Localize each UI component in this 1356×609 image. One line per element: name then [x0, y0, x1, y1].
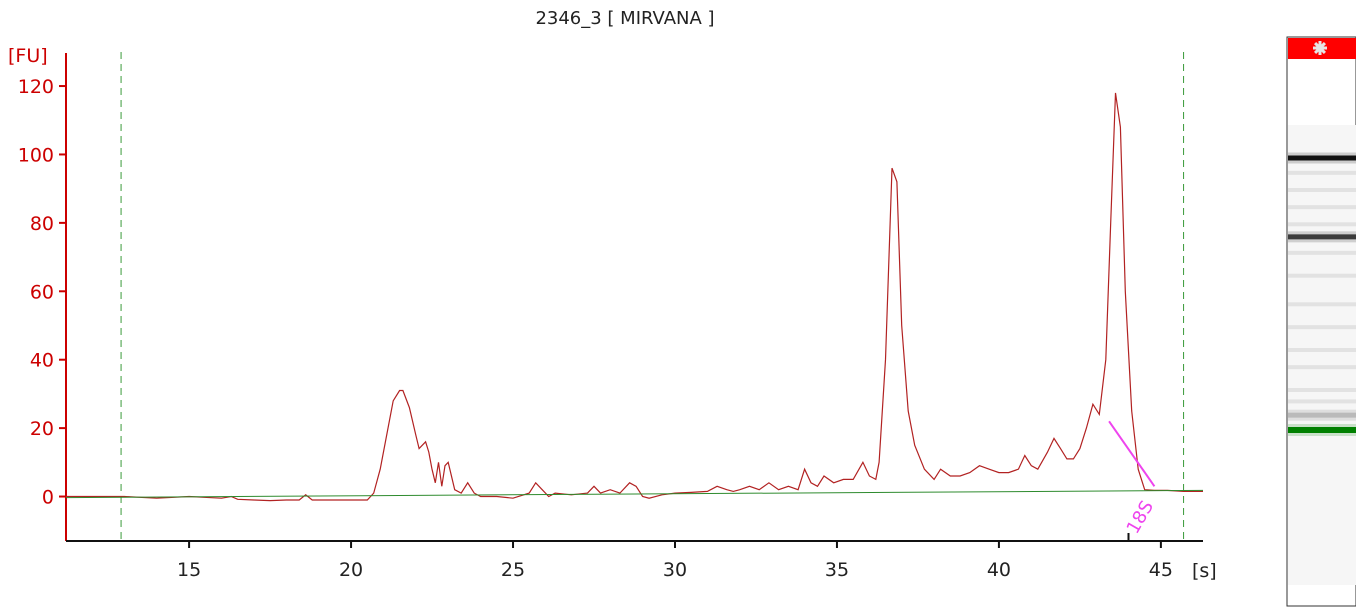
gel-faint-band — [1288, 250, 1356, 255]
gel-faint-band — [1288, 205, 1356, 210]
x-tick-label: 15 — [177, 559, 201, 581]
x-tick-label: 20 — [339, 559, 363, 581]
gel-band — [1288, 155, 1356, 161]
y-tick-label: 80 — [30, 213, 54, 235]
x-tick-label: 25 — [501, 559, 525, 581]
y-tick-label: 100 — [18, 144, 54, 166]
x-axis-label: [s] — [1192, 560, 1217, 582]
x-tick-label: 40 — [987, 559, 1011, 581]
y-axis-label: [FU] — [8, 45, 48, 67]
y-tick-label: 120 — [18, 76, 54, 98]
y-tick-label: 20 — [30, 418, 54, 440]
gel-faint-band — [1288, 348, 1356, 352]
peak-label-18s: 18S — [1123, 497, 1158, 537]
gel-faint-band — [1288, 388, 1356, 392]
gel-smear — [1288, 125, 1356, 585]
y-tick-label: 0 — [42, 487, 54, 509]
baseline-trace — [65, 489, 1204, 499]
gel-faint-band — [1288, 365, 1356, 370]
y-tick-label: 40 — [30, 350, 54, 372]
gel-faint-band — [1288, 399, 1356, 404]
x-tick-label: 45 — [1149, 559, 1173, 581]
peak-baseline-line — [1108, 420, 1156, 487]
gel-faint-band — [1288, 273, 1356, 278]
gel-faint-band — [1288, 222, 1356, 227]
gel-faint-band — [1288, 325, 1356, 330]
gel-band-halo — [1288, 409, 1356, 421]
asterisk-icon — [1313, 41, 1327, 55]
signal-trace — [66, 92, 1203, 502]
x-tick-label: 35 — [825, 559, 849, 581]
gel-faint-band — [1288, 170, 1356, 175]
chart-title: 2346_3 [ MIRVANA ] — [535, 8, 715, 29]
x-tick-label: 30 — [663, 559, 687, 581]
gel-band — [1288, 427, 1356, 433]
gel-band — [1288, 234, 1356, 240]
gel-faint-band — [1288, 188, 1356, 192]
gel-faint-band — [1288, 302, 1356, 307]
gel-band — [1288, 412, 1356, 418]
y-tick-label: 60 — [30, 281, 54, 303]
